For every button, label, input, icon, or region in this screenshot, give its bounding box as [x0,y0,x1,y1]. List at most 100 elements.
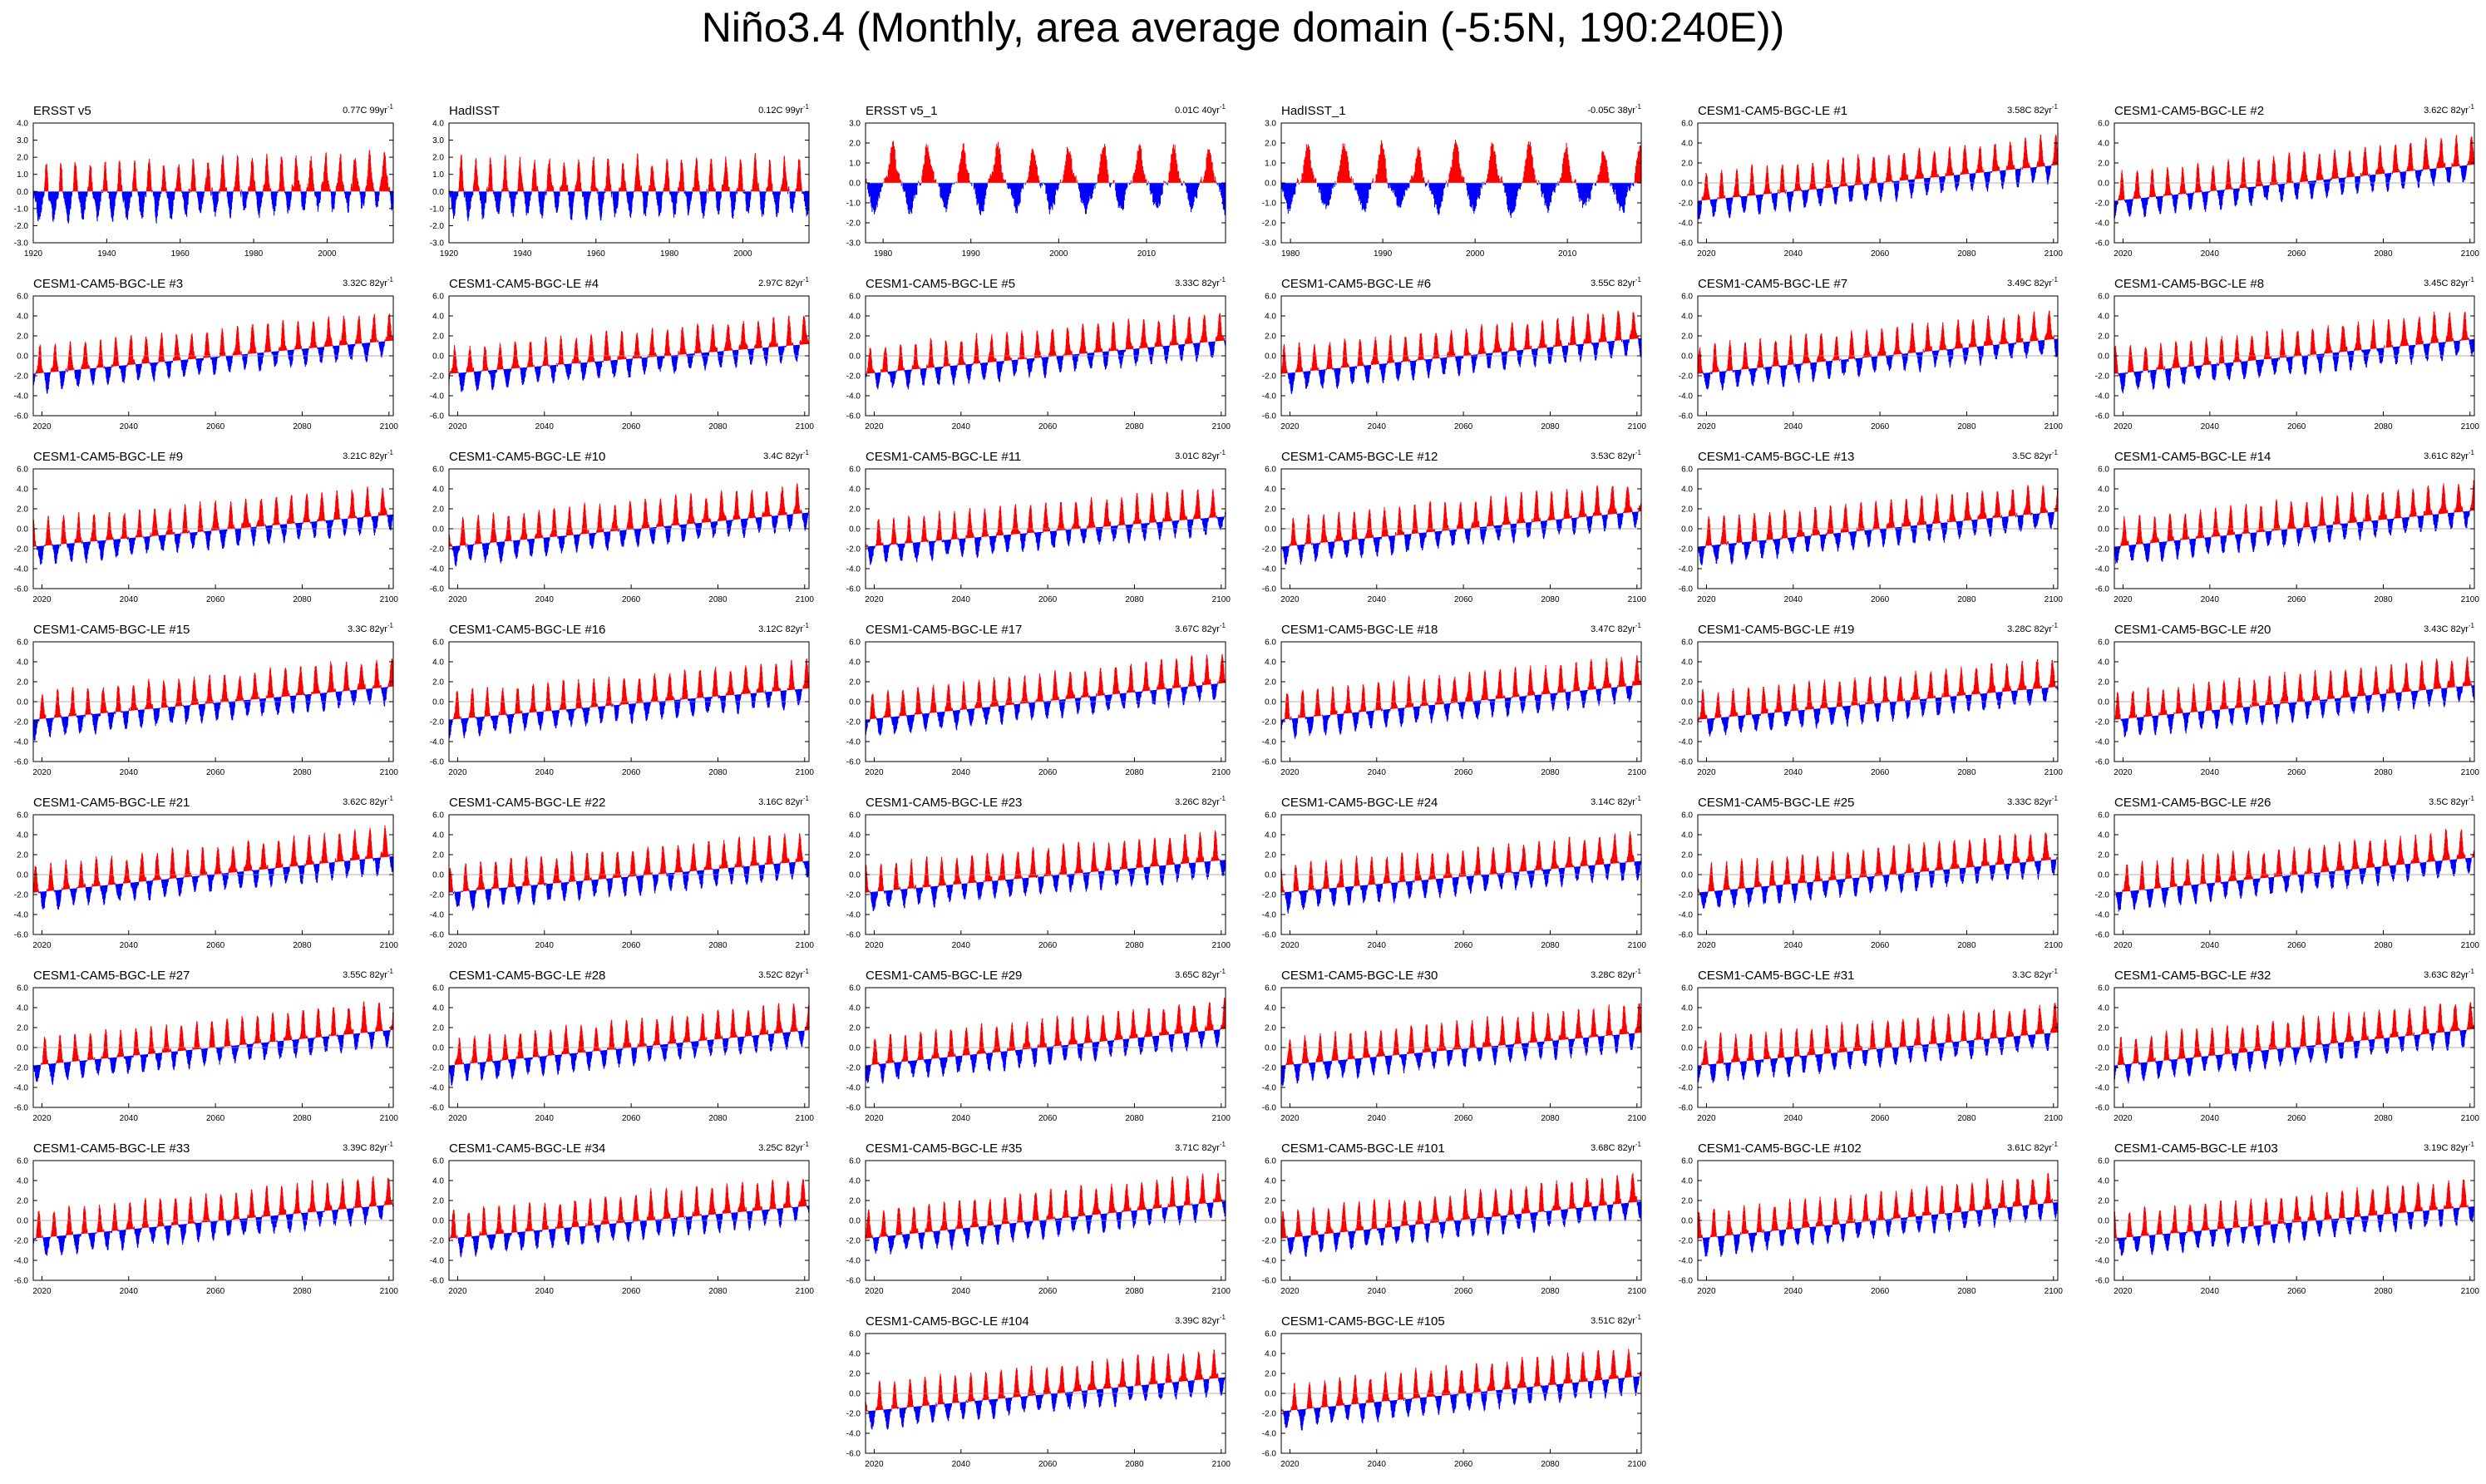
y-tick-label: 0.0 [2098,1217,2109,1226]
x-tick-label: 2100 [1628,1114,1647,1123]
x-tick-label: 2060 [1454,595,1473,604]
x-tick-label: 2100 [2461,422,2480,431]
x-tick-label: 2100 [2045,1114,2064,1123]
y-tick-label: -4.0 [2095,738,2110,747]
panel-13: CESM1-CAM5-BGC-LE #10 3.4C 82yr-1 -6.0 -4.0… [430,449,815,604]
x-tick-label: 2100 [1212,1287,1231,1296]
panel-title: CESM1-CAM5-BGC-LE #101 [1281,1141,1445,1156]
panel-trend: 3.32C 82yr-1 [343,276,393,288]
y-tick-label: 6.0 [1681,984,1693,993]
x-tick-label: 2080 [1541,595,1560,604]
trend-unit-exponent: -1 [1220,1314,1226,1321]
x-tick-label: 2040 [1784,249,1803,259]
y-tick-label: 2.0 [2098,678,2109,688]
x-tick-label: 2040 [1368,422,1387,431]
y-tick-label: -2.0 [1679,200,1694,209]
panel-22: CESM1-CAM5-BGC-LE #19 3.28C 82yr-1 -6.0 -4.… [1679,622,2064,777]
negative-area [865,340,1226,390]
x-tick-label: 2100 [1628,422,1647,431]
panel-12: CESM1-CAM5-BGC-LE #9 3.21C 82yr-1 -6.0 -4.0… [14,449,399,604]
y-tick-label: 0.0 [432,1217,444,1226]
panel-title: CESM1-CAM5-BGC-LE #34 [449,1141,605,1156]
panel-16: CESM1-CAM5-BGC-LE #13 3.5C 82yr-1 -6.0 -4.0… [1679,449,2064,604]
y-tick-label: -6.0 [430,758,445,767]
y-tick-label: 2.0 [17,505,28,515]
y-tick-label: 4.0 [2098,1177,2109,1186]
y-tick-label: 2.0 [1681,160,1693,169]
trend-unit-exponent: -1 [1220,1141,1226,1148]
y-tick-label: -4.0 [430,392,445,402]
y-tick-label: 0.0 [1265,525,1276,535]
y-tick-label: -4.0 [1679,738,1694,747]
negative-area [2114,685,2475,737]
panel-38: CESM1-CAM5-BGC-LE #35 3.71C 82yr-1 -6.0 -4.… [846,1141,1231,1296]
trend-unit-exponent: -1 [2469,449,2475,456]
x-tick-label: 2080 [1957,249,1976,259]
panel-trend: 3.39C 82yr-1 [343,1141,393,1153]
x-tick-label: 2060 [2287,941,2306,950]
y-tick-label: 0.0 [1681,871,1693,880]
y-tick-label: 2.0 [17,154,28,163]
y-tick-label: -4.0 [14,1257,29,1266]
x-tick-label: 2060 [206,1114,225,1123]
y-tick-label: -4.0 [430,1084,445,1093]
panel-title: CESM1-CAM5-BGC-LE #7 [1698,277,1847,291]
y-tick-label: -4.0 [1679,1257,1694,1266]
panel-trend: 3.45C 82yr-1 [2424,276,2474,288]
y-tick-label: 0.0 [432,1044,444,1053]
x-tick-label: 2100 [1212,941,1231,950]
y-tick-label: 4.0 [432,313,444,322]
positive-area [1280,140,1642,183]
panel-0: ERSST v5 0.77C 99yr-1 -3.0 -2.0 -1.0 0.0 1.0 2.… [14,103,394,259]
y-tick-label: -2.0 [1679,372,1694,382]
y-tick-label: -4.0 [14,392,29,402]
y-tick-label: 4.0 [2098,313,2109,322]
x-tick-label: 2040 [1784,1287,1803,1296]
x-tick-label: 2020 [1280,1287,1300,1296]
trend-unit-exponent: -1 [387,795,394,802]
panel-28: CESM1-CAM5-BGC-LE #25 3.33C 82yr-1 -6.0 -4.… [1679,795,2064,950]
trend-unit-exponent: -1 [1220,795,1226,802]
panel-title: CESM1-CAM5-BGC-LE #9 [33,450,183,464]
y-tick-label: 4.0 [432,658,444,668]
x-tick-label: 2020 [2114,941,2133,950]
y-tick-label: -4.0 [846,738,861,747]
y-tick-label: 0.0 [17,871,28,880]
y-tick-label: 6.0 [849,1157,861,1166]
x-tick-label: 2060 [622,1287,641,1296]
x-tick-label: 2100 [2461,1114,2480,1123]
y-tick-label: 6.0 [17,811,28,821]
y-tick-label: 0.0 [1265,698,1276,707]
y-tick-label: 4.0 [1265,1350,1276,1359]
x-tick-label: 2040 [1368,941,1387,950]
x-tick-label: 1980 [660,249,679,259]
panel-40: CESM1-CAM5-BGC-LE #102 3.61C 82yr-1 -6.0 -4… [1679,1141,2064,1296]
y-tick-label: -2.0 [846,372,861,382]
y-tick-label: -6.0 [1262,1277,1277,1286]
y-tick-label: 0.0 [17,525,28,535]
y-tick-label: 6.0 [849,1330,861,1339]
y-tick-label: 0.0 [432,698,444,707]
y-tick-label: -2.0 [2095,1237,2110,1246]
y-tick-label: 4.0 [17,313,28,322]
y-tick-label: 6.0 [432,466,444,475]
panel-trend: 3.65C 82yr-1 [1175,968,1226,980]
y-tick-label: 0.0 [17,698,28,707]
y-tick-label: -4.0 [1262,565,1277,574]
x-tick-label: 2080 [293,1114,312,1123]
x-tick-label: 2040 [952,595,971,604]
x-tick-label: 2040 [2201,1287,2220,1296]
trend-unit-exponent: -1 [1220,622,1226,629]
panel-trend: 3.12C 82yr-1 [758,622,809,634]
trend-unit-exponent: -1 [2052,449,2059,456]
panel-17: CESM1-CAM5-BGC-LE #14 3.61C 82yr-1 -6.0 -4.… [2095,449,2480,604]
y-tick-label: -2.0 [846,1237,861,1246]
x-tick-label: 2060 [2287,768,2306,777]
y-tick-label: -4.0 [2095,911,2110,920]
x-tick-label: 2080 [293,768,312,777]
panel-trend: 3.51C 82yr-1 [1591,1314,1641,1326]
y-tick-label: -4.0 [430,738,445,747]
trend-unit-exponent: -1 [803,968,810,975]
panel-trend: 3.01C 82yr-1 [1175,449,1226,461]
x-tick-label: 2080 [2374,595,2393,604]
